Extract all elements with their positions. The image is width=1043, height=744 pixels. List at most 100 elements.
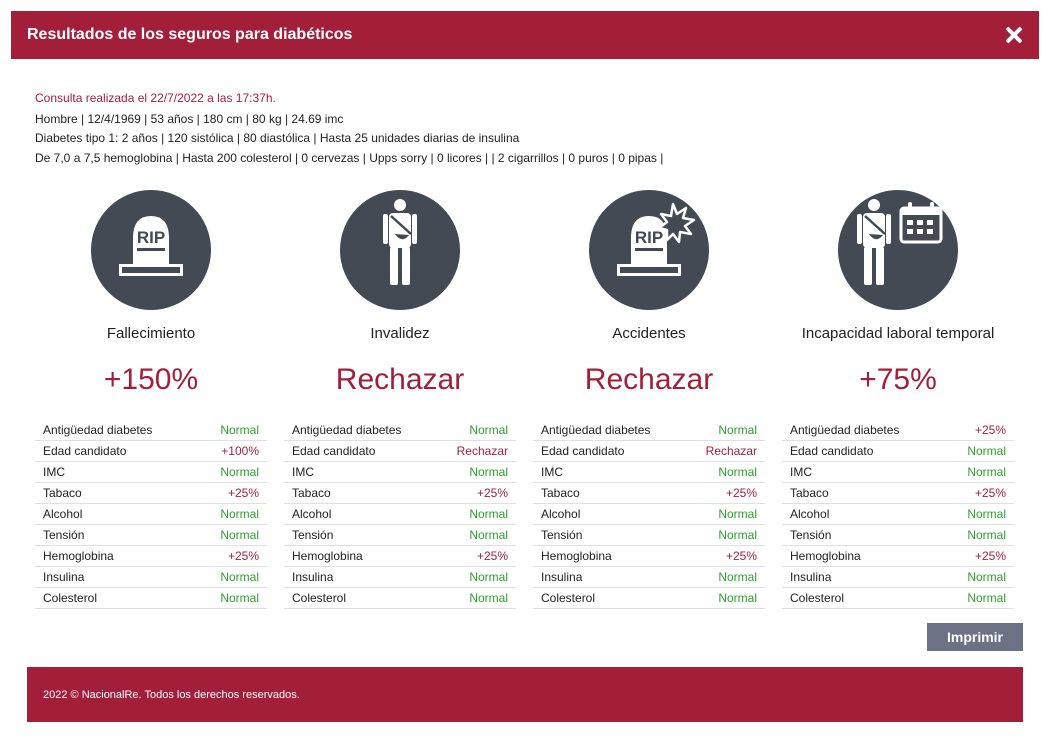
table-row: Insulina Normal [782,567,1014,588]
row-value: Normal [469,591,508,605]
row-label: Tabaco [43,486,82,500]
row-value: Normal [967,528,1006,542]
row-value: +25% [974,486,1006,500]
row-value: Normal [967,570,1006,584]
table-row: Antigüedad diabetes Normal [284,420,516,441]
row-label: Alcohol [292,507,332,521]
row-value: Normal [967,507,1006,521]
column-result: Rechazar [584,363,714,396]
row-label: Hemoglobina [790,549,861,563]
row-value: Normal [718,423,757,437]
column-result: +75% [859,363,937,396]
table-row: Tabaco +25% [782,483,1014,504]
row-label: IMC [790,465,812,479]
factor-table: Antigüedad diabetes Normal Edad candidato… [533,420,765,609]
row-label: IMC [292,465,314,479]
row-value: Normal [220,528,259,542]
row-label: Alcohol [541,507,581,521]
row-label: Hemoglobina [43,549,114,563]
table-row: Edad candidato Rechazar [533,441,765,462]
tombstone-icon: RIP [91,190,211,310]
injured-person-calendar-icon [838,190,958,310]
column-result: +150% [103,363,199,396]
injured-person-icon [340,190,460,310]
row-value: Normal [967,591,1006,605]
table-row: Colesterol Normal [782,588,1014,609]
row-label: Tensión [790,528,832,542]
row-value: Normal [220,507,259,521]
table-row: Edad candidato Normal [782,441,1014,462]
close-icon[interactable] [1004,25,1024,45]
column-title: Accidentes [612,325,686,342]
row-value: Normal [967,444,1006,458]
footer: 2022 © NacionalRe. Todos los derechos re… [27,667,1023,722]
row-value: Normal [718,507,757,521]
copyright-text: 2022 © NacionalRe. Todos los derechos re… [43,688,300,701]
table-row: Tabaco +25% [35,483,267,504]
table-row: Antigüedad diabetes Normal [35,420,267,441]
table-row: Hemoglobina +25% [284,546,516,567]
table-row: Tabaco +25% [533,483,765,504]
row-label: Edad candidato [541,444,625,458]
column-title: Incapacidad laboral temporal [801,325,995,342]
row-value: Normal [220,570,259,584]
row-value: Normal [718,465,757,479]
query-timestamp: Consulta realizada el 22/7/2022 a las 17… [35,91,276,105]
result-column-incapacidad: Incapacidad laboral temporal +75% Antigü… [782,190,1014,609]
factor-table: Antigüedad diabetes Normal Edad candidato… [35,420,267,609]
table-row: Alcohol Normal [533,504,765,525]
row-label: Edad candidato [292,444,376,458]
table-row: Alcohol Normal [284,504,516,525]
tombstone-crash-icon: RIP [589,190,709,310]
row-label: Insulina [43,570,85,584]
dialog-title: Resultados de los seguros para diabético… [27,26,353,43]
row-label: Tabaco [292,486,331,500]
table-row: Colesterol Normal [284,588,516,609]
row-label: Colesterol [541,591,596,605]
column-title: Invalidez [370,325,430,342]
row-label: Insulina [790,570,832,584]
habits-info-line: De 7,0 a 7,5 hemoglobina | Hasta 200 col… [35,150,664,165]
table-row: Tabaco +25% [284,483,516,504]
column-title: Fallecimiento [106,325,196,342]
row-value: Normal [220,423,259,437]
print-button[interactable]: Imprimir [927,623,1023,651]
row-value: Normal [469,528,508,542]
table-row: Colesterol Normal [533,588,765,609]
row-value: +100% [221,444,259,458]
table-row: Antigüedad diabetes Normal [533,420,765,441]
row-label: Tensión [541,528,583,542]
row-label: Insulina [541,570,583,584]
row-label: Edad candidato [43,444,127,458]
row-label: Tensión [43,528,85,542]
row-value: +25% [974,423,1006,437]
row-label: Colesterol [43,591,98,605]
row-label: Antigüedad diabetes [292,423,402,437]
table-row: Tensión Normal [284,525,516,546]
row-value: +25% [974,549,1006,563]
table-row: Edad candidato Rechazar [284,441,516,462]
row-value: Normal [469,423,508,437]
query-info: Consulta realizada el 22/7/2022 a las 17… [35,89,663,168]
table-row: IMC Normal [35,462,267,483]
rip-text: RIP [635,228,663,247]
table-row: Tensión Normal [35,525,267,546]
row-label: Tabaco [790,486,829,500]
factor-table: Antigüedad diabetes Normal Edad candidato… [284,420,516,609]
table-row: Tensión Normal [533,525,765,546]
row-value: Normal [469,570,508,584]
patient-info-line: Hombre | 12/4/1969 | 53 años | 180 cm | … [35,111,344,126]
table-row: Insulina Normal [284,567,516,588]
table-row: Hemoglobina +25% [782,546,1014,567]
row-label: Alcohol [790,507,830,521]
table-row: IMC Normal [284,462,516,483]
table-row: Insulina Normal [533,567,765,588]
table-row: Alcohol Normal [35,504,267,525]
table-row: Colesterol Normal [35,588,267,609]
table-row: Alcohol Normal [782,504,1014,525]
row-value: Normal [220,591,259,605]
table-row: Tensión Normal [782,525,1014,546]
factor-table: Antigüedad diabetes +25% Edad candidato No… [782,420,1014,609]
dialog-header: Resultados de los seguros para diabético… [11,11,1039,59]
table-row: IMC Normal [782,462,1014,483]
